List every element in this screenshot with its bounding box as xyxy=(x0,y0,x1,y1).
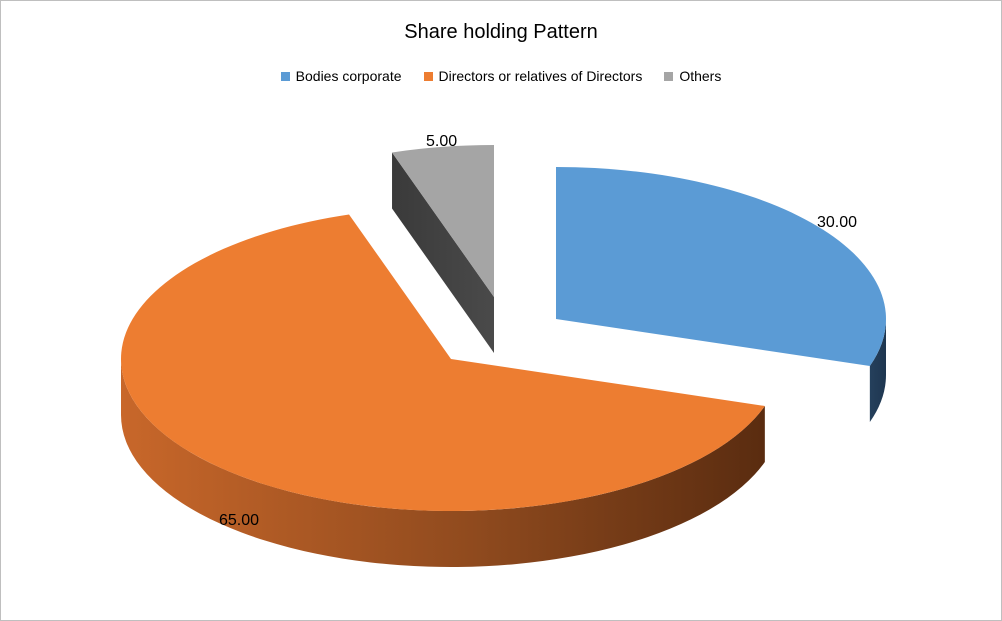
slice-top-directors xyxy=(121,214,765,512)
legend-label-others: Others xyxy=(679,68,722,84)
slice-top-bodies-corporate xyxy=(556,167,886,366)
legend-label-directors: Directors or relatives of Directors xyxy=(438,68,643,84)
data-label-bodies-corporate: 30.00 xyxy=(817,214,857,231)
legend-item-directors: Directors or relatives of Directors xyxy=(423,68,643,84)
pie-slice-others xyxy=(392,145,494,353)
legend: Bodies corporate Directors or relatives … xyxy=(1,68,1001,84)
slice-side-bodies-corporate xyxy=(869,319,886,422)
legend-item-others: Others xyxy=(664,68,721,84)
legend-swatch-bodies-corporate xyxy=(280,71,290,81)
legend-swatch-directors xyxy=(423,71,433,81)
pie-slice-bodies-corporate xyxy=(556,167,886,422)
data-label-directors: 65.00 xyxy=(219,512,259,529)
slice-side-directors xyxy=(121,359,765,567)
legend-swatch-others xyxy=(664,71,674,81)
slice-top-others xyxy=(392,145,494,297)
pie-slice-directors xyxy=(121,214,765,567)
slice-cut-face-others xyxy=(392,152,494,353)
legend-item-bodies-corporate: Bodies corporate xyxy=(280,68,402,84)
legend-label-bodies-corporate: Bodies corporate xyxy=(295,68,402,84)
chart-title: Share holding Pattern xyxy=(404,21,598,43)
data-label-others: 5.00 xyxy=(426,133,457,150)
